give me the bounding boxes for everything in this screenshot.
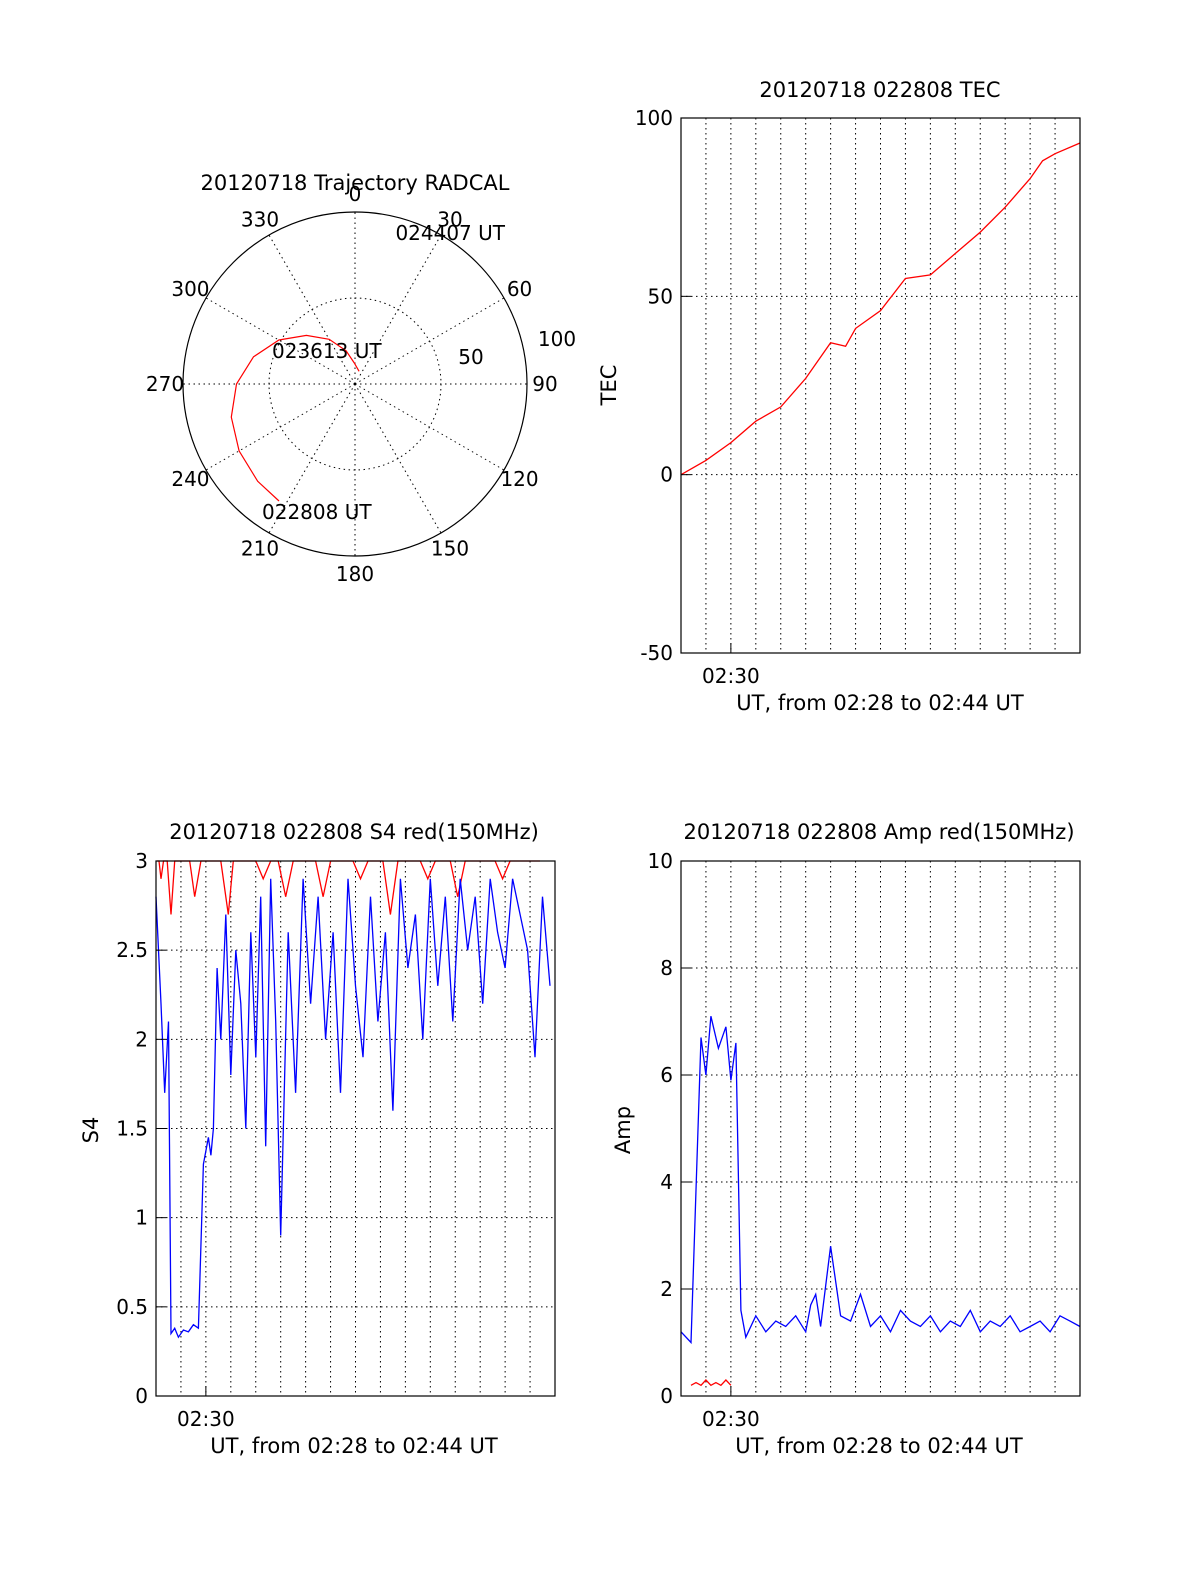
amp-title: 20120718 022808 Amp red(150MHz) — [683, 820, 1074, 844]
polar-radial-label: 50 — [458, 345, 483, 369]
amp-y-axis-label: Amp — [611, 1106, 635, 1154]
polar-outer-circle — [182, 211, 528, 557]
tec-y-tick-label: 100 — [635, 106, 673, 130]
polar-spoke — [354, 234, 442, 385]
polar-spoke — [268, 234, 356, 385]
trajectory-end-label: 024407 UT — [395, 221, 505, 245]
amp-x-tick-label: 02:30 — [702, 1407, 760, 1431]
tec-plot-frame — [680, 117, 1081, 654]
trajectory-series — [230, 334, 360, 502]
tec-grid — [681, 118, 1080, 653]
polar-spoke — [354, 383, 442, 534]
trajectory-start-label: 022808 UT — [262, 500, 372, 524]
trajectory-title: 20120718 Trajectory RADCAL — [201, 171, 510, 195]
polar-angle-label: 60 — [507, 277, 532, 301]
amp-y-tick-label: 4 — [660, 1170, 673, 1194]
amp-y-tick-label: 6 — [660, 1063, 673, 1087]
amp-y-ticks: 0 2 4 6 8 10 — [648, 849, 691, 1408]
polar-angle-label: 150 — [431, 537, 469, 561]
tec-series — [680, 142, 1081, 476]
tec-y-axis-label: TEC — [597, 365, 621, 407]
polar-spoke — [354, 297, 505, 385]
s4-grid — [156, 861, 555, 1396]
polar-spoke — [354, 383, 505, 471]
amp-plot-frame — [680, 860, 1081, 1397]
polar-angle-label: 300 — [171, 277, 209, 301]
polar-angle-label: 90 — [532, 372, 557, 396]
tec-x-ticks: 02:30 — [702, 643, 760, 688]
polar-spoke — [205, 383, 356, 471]
polar-angle-labels: 0 30 60 90 120 150 180 210 240 270 300 330 — [146, 182, 558, 586]
tec-series-line-0 — [680, 142, 1081, 476]
s4-x-ticks: 02:30 — [177, 1386, 235, 1431]
s4-y-ticks: 0 0.5 1 1.5 2 2.5 3 — [116, 849, 166, 1408]
s4-y-axis-label: S4 — [79, 1117, 103, 1144]
amp-y-tick-label: 2 — [660, 1277, 673, 1301]
s4-title: 20120718 022808 S4 red(150MHz) — [169, 820, 539, 844]
s4-y-tick-label: 3 — [135, 849, 148, 873]
s4-x-tick-label: 02:30 — [177, 1407, 235, 1431]
amp-x-ticks: 02:30 — [702, 1386, 760, 1431]
polar-grid — [182, 211, 528, 557]
polar-spoke — [205, 297, 356, 385]
tec-y-tick-label: 0 — [660, 463, 673, 487]
amp-series-line-1 — [690, 1379, 732, 1387]
polar-spoke — [268, 383, 356, 534]
trajectory-panel: 20120718 Trajectory RADCAL 0 30 60 90 120 150… — [146, 171, 576, 586]
amp-y-tick-label: 0 — [660, 1384, 673, 1408]
tec-x-axis-label: UT, from 02:28 to 02:44 UT — [736, 691, 1024, 715]
polar-angle-label: 210 — [241, 537, 279, 561]
tec-y-tick-label: 50 — [648, 284, 673, 308]
s4-y-tick-label: 2.5 — [116, 938, 148, 962]
polar-angle-label: 330 — [241, 207, 279, 231]
trajectory-mid-label: 023613 UT — [272, 339, 382, 363]
tec-y-ticks: -50 0 50 100 — [635, 106, 691, 665]
tec-panel: 20120718 022808 TEC -50 0 50 100 02:30 UT, … — [597, 78, 1081, 715]
polar-angle-label: 270 — [146, 372, 184, 396]
s4-series-line-1 — [155, 878, 551, 1339]
trajectory-line — [230, 334, 360, 502]
amp-x-axis-label: UT, from 02:28 to 02:44 UT — [735, 1434, 1023, 1458]
polar-angle-label: 180 — [336, 562, 374, 586]
polar-radial-labels: 50 100 — [458, 327, 576, 369]
polar-radial-label: 100 — [538, 327, 576, 351]
amp-y-tick-label: 8 — [660, 956, 673, 980]
s4-y-tick-label: 0.5 — [116, 1295, 148, 1319]
polar-angle-label: 120 — [500, 467, 538, 491]
s4-y-tick-label: 0 — [135, 1384, 148, 1408]
s4-y-tick-label: 1 — [135, 1206, 148, 1230]
polar-angle-label: 240 — [171, 467, 209, 491]
s4-y-tick-label: 2 — [135, 1027, 148, 1051]
amp-series-line-0 — [680, 1016, 1081, 1345]
s4-y-tick-label: 1.5 — [116, 1117, 148, 1141]
amp-panel: 20120718 022808 Amp red(150MHz) 0246810 … — [611, 820, 1081, 1458]
tec-y-tick-label: -50 — [640, 641, 673, 665]
polar-angle-label: 0 — [349, 182, 362, 206]
amp-y-tick-label: 10 — [648, 849, 673, 873]
s4-x-axis-label: UT, from 02:28 to 02:44 UT — [210, 1434, 498, 1458]
amp-series — [680, 1016, 1081, 1387]
tec-title: 20120718 022808 TEC — [759, 78, 1000, 102]
polar-angle-label: 30 — [437, 207, 462, 231]
tec-x-tick-label: 02:30 — [702, 664, 760, 688]
s4-panel: 20120718 022808 S4 red(150MHz) 0 0.5 1 1.5 2… — [79, 820, 556, 1458]
